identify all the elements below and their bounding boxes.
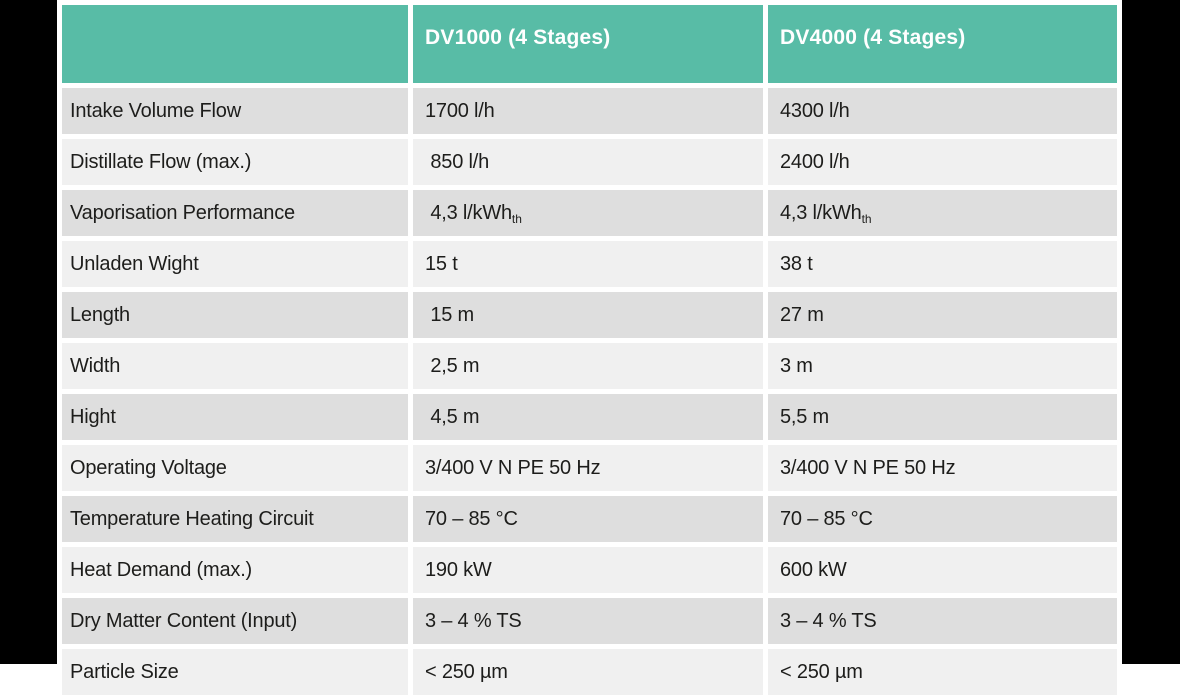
corner-header-cell: [62, 5, 408, 83]
row-label: Intake Volume Flow: [62, 88, 408, 134]
right-black-bar: [1122, 0, 1180, 664]
dv1000-value: 1700 l/h: [413, 88, 763, 134]
spec-comparison-table: DV1000 (4 Stages) DV4000 (4 Stages) Inta…: [57, 0, 1122, 700]
row-label: Heat Demand (max.): [62, 547, 408, 593]
table-row: Dry Matter Content (Input) 3 – 4 % TS 3 …: [62, 598, 1117, 644]
left-black-bar: [0, 0, 57, 664]
table-row: Hight 4,5 m 5,5 m: [62, 394, 1117, 440]
column-header-dv1000: DV1000 (4 Stages): [413, 5, 763, 83]
row-label: Unladen Wight: [62, 241, 408, 287]
row-label: Operating Voltage: [62, 445, 408, 491]
dv1000-value: < 250 µm: [413, 649, 763, 695]
row-label: Vaporisation Performance: [62, 190, 408, 236]
dv1000-value: 4,5 m: [413, 394, 763, 440]
dv4000-value: 5,5 m: [768, 394, 1117, 440]
header-row: DV1000 (4 Stages) DV4000 (4 Stages): [62, 5, 1117, 83]
table-row: Length 15 m 27 m: [62, 292, 1117, 338]
dv4000-value: 27 m: [768, 292, 1117, 338]
table-row: Unladen Wight 15 t 38 t: [62, 241, 1117, 287]
table-body: Intake Volume Flow 1700 l/h 4300 l/h Dis…: [62, 88, 1117, 695]
dv4000-value: 3 m: [768, 343, 1117, 389]
dv4000-value: 3/400 V N PE 50 Hz: [768, 445, 1117, 491]
dv1000-value: 190 kW: [413, 547, 763, 593]
row-label: Hight: [62, 394, 408, 440]
dv4000-value: 4300 l/h: [768, 88, 1117, 134]
dv1000-value: 2,5 m: [413, 343, 763, 389]
dv4000-value: 38 t: [768, 241, 1117, 287]
dv1000-value: 3/400 V N PE 50 Hz: [413, 445, 763, 491]
dv1000-value: 15 m: [413, 292, 763, 338]
row-label: Distillate Flow (max.): [62, 139, 408, 185]
dv4000-value: < 250 µm: [768, 649, 1117, 695]
row-label: Particle Size: [62, 649, 408, 695]
row-label: Length: [62, 292, 408, 338]
table-row: Operating Voltage 3/400 V N PE 50 Hz 3/4…: [62, 445, 1117, 491]
row-label: Temperature Heating Circuit: [62, 496, 408, 542]
dv1000-value: 3 – 4 % TS: [413, 598, 763, 644]
dv4000-value: 70 – 85 °C: [768, 496, 1117, 542]
dv1000-value: 850 l/h: [413, 139, 763, 185]
table-row: Particle Size < 250 µm < 250 µm: [62, 649, 1117, 695]
row-label: Dry Matter Content (Input): [62, 598, 408, 644]
dv1000-value: 70 – 85 °C: [413, 496, 763, 542]
row-label: Width: [62, 343, 408, 389]
dv1000-value: 15 t: [413, 241, 763, 287]
dv4000-value: 600 kW: [768, 547, 1117, 593]
dv1000-value: 4,3 l/kWhth: [413, 190, 763, 236]
table-row: Distillate Flow (max.) 850 l/h 2400 l/h: [62, 139, 1117, 185]
column-header-dv4000: DV4000 (4 Stages): [768, 5, 1117, 83]
table-row: Intake Volume Flow 1700 l/h 4300 l/h: [62, 88, 1117, 134]
table-row: Width 2,5 m 3 m: [62, 343, 1117, 389]
table-row: Heat Demand (max.) 190 kW 600 kW: [62, 547, 1117, 593]
dv4000-value: 2400 l/h: [768, 139, 1117, 185]
dv4000-value: 3 – 4 % TS: [768, 598, 1117, 644]
table-row: Vaporisation Performance 4,3 l/kWhth 4,3…: [62, 190, 1117, 236]
dv4000-value: 4,3 l/kWhth: [768, 190, 1117, 236]
table-row: Temperature Heating Circuit 70 – 85 °C 7…: [62, 496, 1117, 542]
